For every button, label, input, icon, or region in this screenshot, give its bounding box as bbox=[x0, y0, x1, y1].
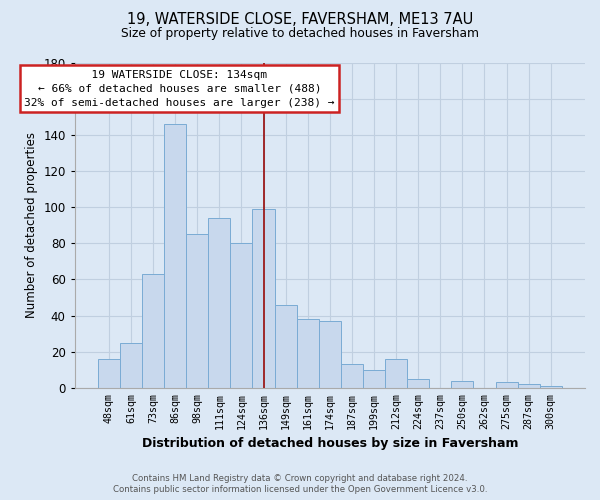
Bar bbox=[363, 370, 385, 388]
Bar bbox=[296, 319, 319, 388]
Bar bbox=[407, 379, 429, 388]
Text: 19, WATERSIDE CLOSE, FAVERSHAM, ME13 7AU: 19, WATERSIDE CLOSE, FAVERSHAM, ME13 7AU bbox=[127, 12, 473, 28]
Bar bbox=[540, 386, 562, 388]
Text: Size of property relative to detached houses in Faversham: Size of property relative to detached ho… bbox=[121, 28, 479, 40]
Text: 19 WATERSIDE CLOSE: 134sqm  
← 66% of detached houses are smaller (488)
32% of s: 19 WATERSIDE CLOSE: 134sqm ← 66% of deta… bbox=[25, 70, 335, 108]
Bar bbox=[518, 384, 540, 388]
Bar bbox=[496, 382, 518, 388]
Bar bbox=[319, 321, 341, 388]
Bar bbox=[208, 218, 230, 388]
Bar bbox=[230, 243, 253, 388]
Bar bbox=[451, 380, 473, 388]
Bar bbox=[142, 274, 164, 388]
Bar bbox=[164, 124, 186, 388]
Bar bbox=[253, 209, 275, 388]
Bar bbox=[385, 359, 407, 388]
Bar bbox=[341, 364, 363, 388]
Bar bbox=[120, 342, 142, 388]
Bar bbox=[98, 359, 120, 388]
Bar bbox=[275, 304, 296, 388]
Bar bbox=[186, 234, 208, 388]
X-axis label: Distribution of detached houses by size in Faversham: Distribution of detached houses by size … bbox=[142, 437, 518, 450]
Y-axis label: Number of detached properties: Number of detached properties bbox=[25, 132, 38, 318]
Text: Contains HM Land Registry data © Crown copyright and database right 2024.
Contai: Contains HM Land Registry data © Crown c… bbox=[113, 474, 487, 494]
